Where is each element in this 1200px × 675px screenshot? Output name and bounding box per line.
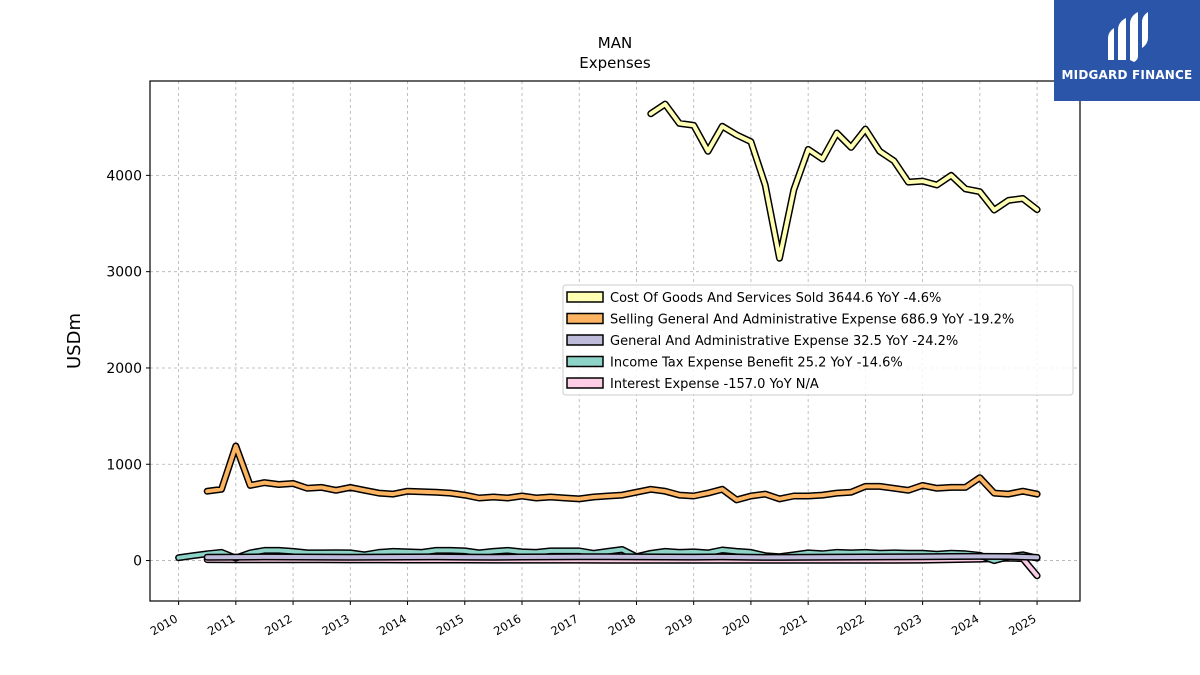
series-outline	[203, 442, 1041, 504]
y-tick-label: 4000	[106, 168, 142, 184]
x-tick-label: 2021	[777, 611, 809, 638]
legend-entry: Cost Of Goods And Services Sold 3644.6 Y…	[610, 291, 941, 306]
legend-swatch	[566, 377, 604, 389]
x-axis-ticks: 2010 2011 2012 2013 2014 2015 2016 2017 2018 2019…	[148, 601, 1039, 638]
y-tick-label: 1000	[106, 457, 142, 473]
series-lines	[175, 100, 1041, 580]
x-tick-label: 2011	[205, 611, 237, 638]
chart-subtitle: Expenses	[579, 54, 651, 72]
x-tick-label: 2012	[262, 611, 294, 638]
y-tick-label: 2000	[106, 361, 142, 377]
x-tick-label: 2015	[434, 611, 466, 638]
series-outline	[647, 100, 1041, 262]
plot-frame	[149, 80, 1081, 602]
x-tick-label: 2013	[319, 611, 351, 638]
chart-title: MAN	[598, 34, 632, 52]
legend-swatch	[566, 334, 604, 346]
series-line	[205, 444, 1040, 502]
series-line	[205, 556, 1040, 578]
legend: Cost Of Goods And Services Sold 3644.6 Y…	[562, 284, 1074, 396]
x-tick-label: 2025	[1006, 611, 1038, 638]
x-tick-label: 2022	[835, 611, 867, 638]
y-tick-label: 3000	[106, 265, 142, 281]
legend-entry: Interest Expense -157.0 YoY N/A	[610, 377, 819, 392]
legend-swatch	[566, 291, 604, 303]
x-tick-label: 2019	[663, 611, 695, 638]
legend-box	[562, 284, 1074, 396]
midgard-logo-icon	[1108, 12, 1148, 62]
x-tick-label: 2024	[949, 611, 981, 638]
brand-name: MIDGARD FINANCE	[1061, 68, 1193, 82]
x-tick-label: 2010	[148, 611, 180, 638]
series-line	[648, 102, 1040, 261]
legend-entry: Income Tax Expense Benefit 25.2 YoY -14.…	[610, 356, 903, 371]
y-tick-label: 0	[133, 554, 142, 570]
legend-swatch	[566, 355, 604, 368]
series-line	[205, 554, 1040, 560]
midgard-finance-logo: MIDGARD FINANCE	[1054, 0, 1200, 101]
x-tick-label: 2023	[892, 611, 924, 638]
legend-entry: General And Administrative Expense 32.5 …	[610, 334, 958, 349]
legend-swatch	[566, 312, 604, 325]
legend-entry: Selling General And Administrative Expen…	[610, 313, 1014, 328]
x-tick-label: 2017	[548, 611, 580, 638]
series-line	[176, 547, 1040, 563]
x-tick-label: 2014	[377, 611, 409, 638]
x-tick-label: 2018	[606, 611, 638, 638]
x-tick-label: 2020	[720, 611, 752, 638]
x-tick-label: 2016	[491, 611, 523, 638]
y-axis-label: USDm	[64, 313, 85, 369]
y-axis-ticks: 0 1000 2000 3000 4000	[106, 168, 150, 570]
